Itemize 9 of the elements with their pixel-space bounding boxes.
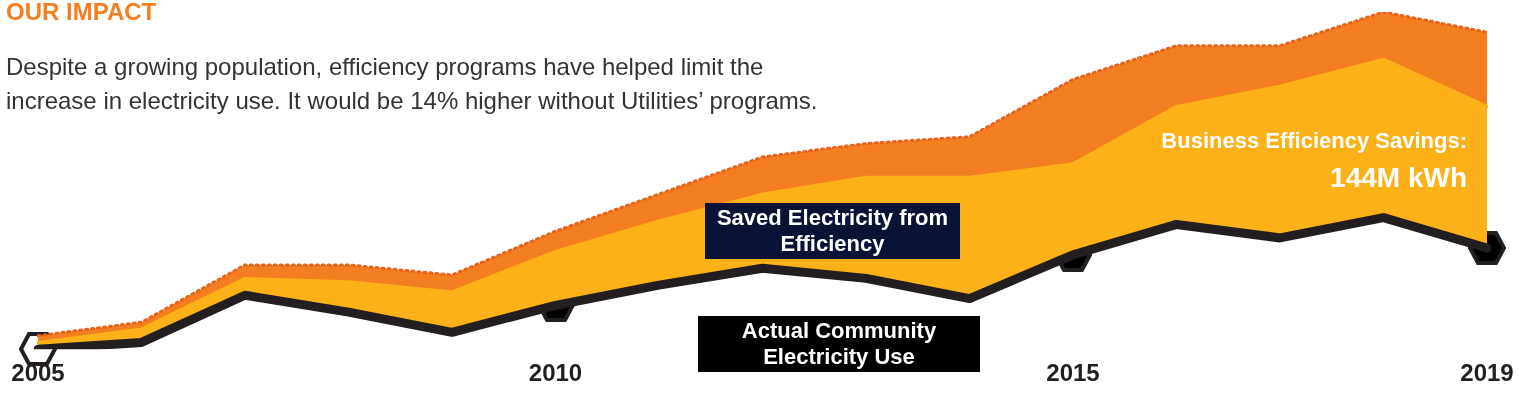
label-box: Saved Electricity from Efficiency <box>705 203 960 259</box>
chart-title: OUR IMPACT <box>6 0 157 26</box>
x-tick-label: 2010 <box>528 359 583 387</box>
x-tick-label: 2015 <box>1046 359 1100 387</box>
x-tick-label: 2019 <box>1460 359 1514 387</box>
annotation: Business Efficiency Savings: <box>1161 128 1467 154</box>
label-box: Actual Community Electricity Use <box>698 316 980 372</box>
annotation: 144M kWh <box>1330 162 1467 194</box>
text: Despite a growing population, efficiency programs have helped limit the increase in electricity use. It would be 14% higher without Utilities’ programs. <box>6 52 819 116</box>
